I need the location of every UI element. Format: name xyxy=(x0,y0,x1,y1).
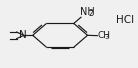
Text: HCl: HCl xyxy=(116,15,134,25)
Text: 3: 3 xyxy=(104,34,109,40)
Text: N: N xyxy=(19,30,26,40)
Text: NH: NH xyxy=(80,7,95,17)
Text: 2: 2 xyxy=(88,9,93,18)
Text: CH: CH xyxy=(98,31,111,40)
